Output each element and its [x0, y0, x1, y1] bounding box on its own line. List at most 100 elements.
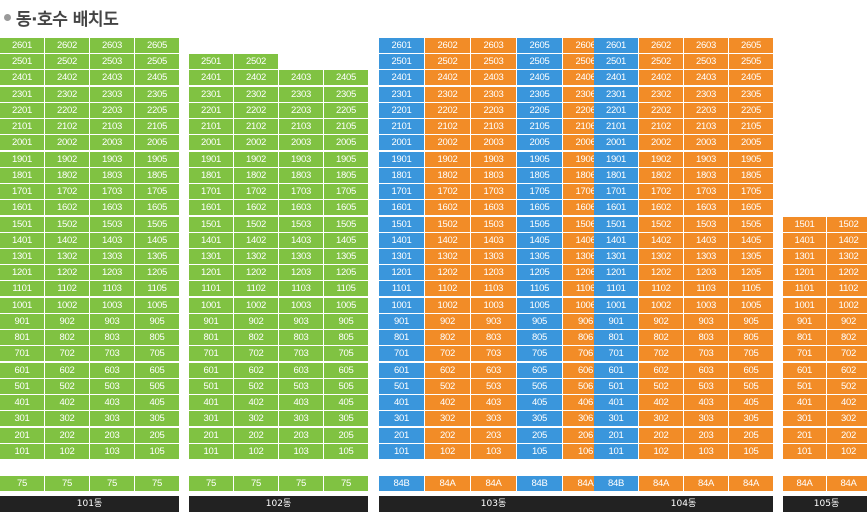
unit-cell[interactable]: 902 — [45, 313, 90, 330]
unit-cell[interactable]: 503 — [90, 378, 135, 395]
unit-cell[interactable]: 2503 — [684, 54, 729, 71]
unit-cell[interactable]: 305 — [517, 411, 563, 428]
unit-cell[interactable]: 2305 — [135, 86, 180, 103]
unit-cell[interactable]: 201 — [783, 427, 827, 444]
unit-cell[interactable]: 603 — [279, 362, 324, 379]
unit-cell[interactable]: 2003 — [684, 135, 729, 152]
unit-cell[interactable]: 1603 — [471, 200, 517, 217]
unit-cell[interactable]: 1202 — [234, 265, 279, 282]
unit-cell[interactable]: 1405 — [135, 232, 180, 249]
unit-cell[interactable]: 301 — [594, 411, 639, 428]
unit-cell[interactable]: 1702 — [425, 184, 471, 201]
unit-cell[interactable]: 402 — [827, 395, 867, 412]
unit-cell[interactable]: 1103 — [471, 281, 517, 298]
unit-cell[interactable]: 103 — [471, 443, 517, 460]
unit-cell[interactable]: 1401 — [594, 232, 639, 249]
unit-cell[interactable]: 2105 — [135, 119, 180, 136]
unit-cell[interactable]: 601 — [594, 362, 639, 379]
unit-cell[interactable]: 1003 — [471, 297, 517, 314]
unit-cell[interactable]: 103 — [684, 443, 729, 460]
unit-cell[interactable]: 1302 — [639, 249, 684, 265]
unit-cell[interactable]: 801 — [189, 330, 234, 347]
unit-cell[interactable]: 1102 — [827, 281, 867, 298]
unit-cell[interactable]: 1602 — [45, 200, 90, 217]
unit-cell[interactable]: 1401 — [783, 232, 827, 249]
unit-cell[interactable]: 1505 — [517, 216, 563, 233]
unit-cell[interactable]: 1703 — [90, 184, 135, 201]
unit-cell[interactable]: 702 — [234, 346, 279, 363]
unit-cell[interactable]: 2402 — [45, 70, 90, 87]
unit-cell[interactable]: 1501 — [783, 216, 827, 233]
unit-cell[interactable]: 2601 — [594, 38, 639, 55]
unit-cell[interactable]: 503 — [471, 378, 517, 395]
unit-cell[interactable]: 1105 — [729, 281, 774, 298]
unit-cell[interactable]: 1005 — [517, 297, 563, 314]
unit-cell[interactable]: 2105 — [324, 119, 369, 136]
unit-cell[interactable]: 1402 — [639, 232, 684, 249]
unit-cell[interactable]: 1303 — [684, 249, 729, 265]
unit-cell[interactable]: 602 — [234, 362, 279, 379]
unit-cell[interactable]: 401 — [0, 395, 45, 412]
unit-cell[interactable]: 601 — [0, 362, 45, 379]
unit-cell[interactable]: 202 — [45, 427, 90, 444]
unit-cell[interactable]: 702 — [639, 346, 684, 363]
unit-cell[interactable]: 1805 — [517, 167, 563, 184]
unit-cell[interactable]: 401 — [594, 395, 639, 412]
unit-cell[interactable]: 2002 — [639, 135, 684, 152]
unit-cell[interactable]: 305 — [135, 411, 180, 428]
unit-cell[interactable]: 301 — [783, 411, 827, 428]
unit-cell[interactable]: 1303 — [471, 249, 517, 265]
unit-cell[interactable]: 805 — [135, 330, 180, 347]
unit-cell[interactable]: 402 — [234, 395, 279, 412]
unit-cell[interactable]: 2501 — [189, 54, 234, 71]
unit-cell[interactable]: 802 — [827, 330, 867, 347]
unit-cell[interactable]: 1502 — [639, 216, 684, 233]
unit-cell[interactable]: 1205 — [729, 265, 774, 282]
unit-cell[interactable]: 302 — [45, 411, 90, 428]
unit-cell[interactable]: 2403 — [684, 70, 729, 87]
unit-cell[interactable]: 1702 — [639, 184, 684, 201]
unit-cell[interactable]: 2101 — [594, 119, 639, 136]
unit-cell[interactable]: 2605 — [135, 38, 180, 55]
unit-cell[interactable]: 2205 — [135, 102, 180, 119]
unit-cell[interactable]: 1901 — [594, 151, 639, 168]
unit-cell[interactable]: 401 — [783, 395, 827, 412]
unit-cell[interactable]: 2603 — [90, 38, 135, 55]
unit-cell[interactable]: 1302 — [45, 249, 90, 265]
unit-cell[interactable]: 1902 — [234, 151, 279, 168]
unit-cell[interactable]: 302 — [639, 411, 684, 428]
unit-cell[interactable]: 305 — [324, 411, 369, 428]
unit-cell[interactable]: 603 — [684, 362, 729, 379]
unit-cell[interactable]: 103 — [279, 443, 324, 460]
unit-cell[interactable]: 1905 — [135, 151, 180, 168]
unit-cell[interactable]: 605 — [324, 362, 369, 379]
unit-cell[interactable]: 901 — [0, 313, 45, 330]
unit-cell[interactable]: 602 — [45, 362, 90, 379]
unit-cell[interactable]: 2202 — [45, 102, 90, 119]
unit-cell[interactable]: 1403 — [90, 232, 135, 249]
unit-cell[interactable]: 1305 — [135, 249, 180, 265]
unit-cell[interactable]: 2503 — [471, 54, 517, 71]
unit-cell[interactable]: 1401 — [189, 232, 234, 249]
unit-cell[interactable]: 2401 — [0, 70, 45, 87]
unit-cell[interactable]: 605 — [729, 362, 774, 379]
unit-cell[interactable]: 501 — [189, 378, 234, 395]
unit-cell[interactable]: 702 — [827, 346, 867, 363]
unit-cell[interactable]: 903 — [471, 313, 517, 330]
unit-cell[interactable]: 1405 — [324, 232, 369, 249]
unit-cell[interactable]: 801 — [379, 330, 425, 347]
unit-cell[interactable]: 1605 — [135, 200, 180, 217]
unit-cell[interactable]: 2405 — [517, 70, 563, 87]
unit-cell[interactable]: 901 — [594, 313, 639, 330]
unit-cell[interactable]: 1203 — [684, 265, 729, 282]
unit-cell[interactable]: 2501 — [594, 54, 639, 71]
unit-cell[interactable]: 1905 — [729, 151, 774, 168]
unit-cell[interactable]: 1301 — [0, 249, 45, 265]
unit-cell[interactable]: 1902 — [45, 151, 90, 168]
unit-cell[interactable]: 1501 — [0, 216, 45, 233]
unit-cell[interactable]: 2201 — [379, 102, 425, 119]
unit-cell[interactable]: 802 — [639, 330, 684, 347]
unit-cell[interactable]: 2303 — [279, 86, 324, 103]
unit-cell[interactable]: 2101 — [0, 119, 45, 136]
unit-cell[interactable]: 2301 — [379, 86, 425, 103]
